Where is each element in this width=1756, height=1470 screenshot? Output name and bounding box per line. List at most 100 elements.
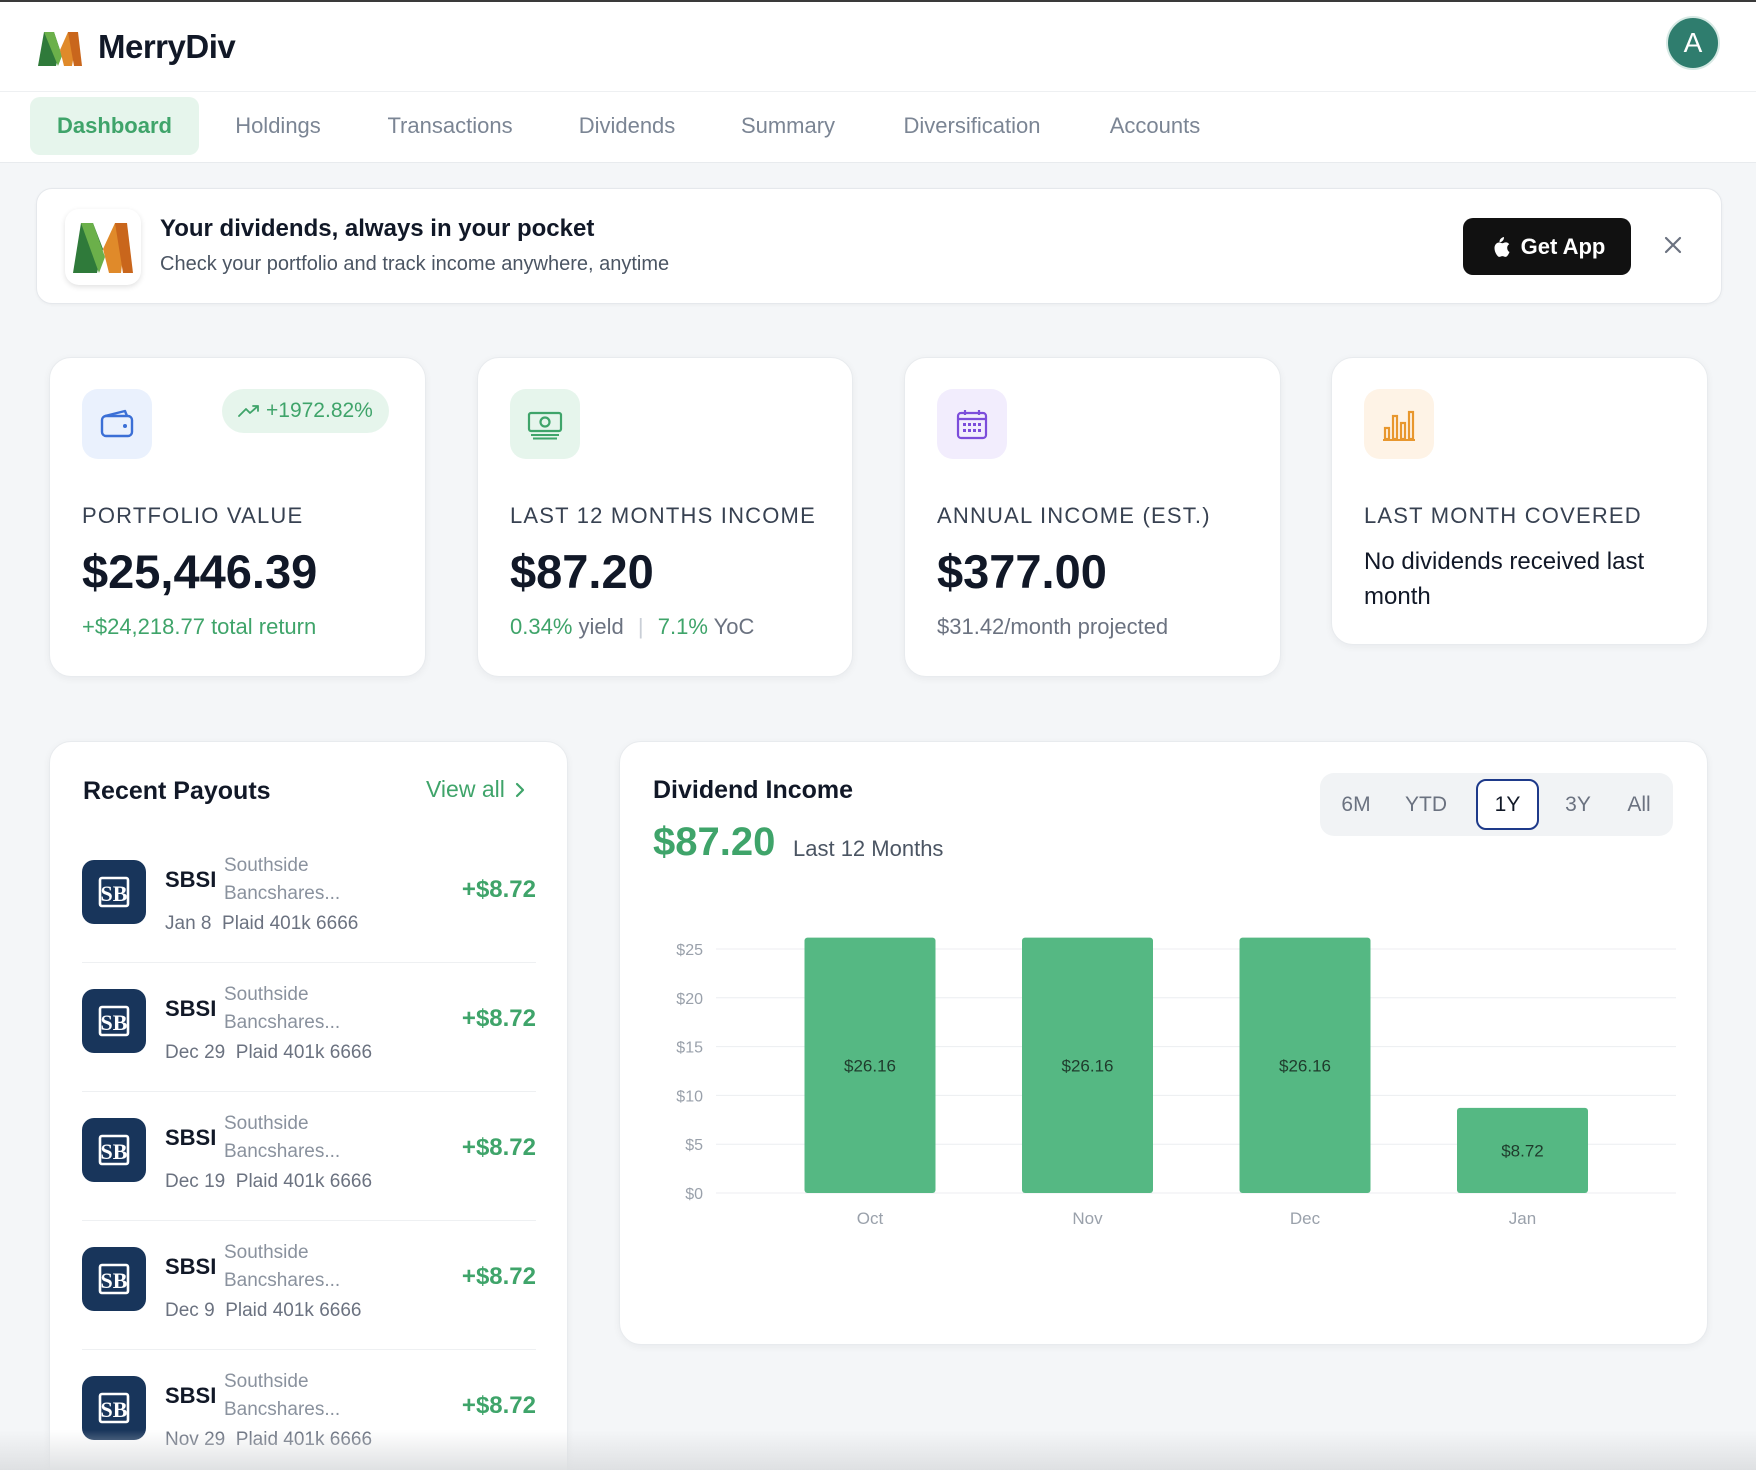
payout-date: Dec 9 [165,1300,215,1321]
view-all-label: View all [426,776,505,802]
return-percent: +1972.82% [266,399,373,422]
payout-date: Dec 29 [165,1042,226,1063]
get-app-label: Get App [1520,233,1606,259]
last-month-covered-card: LAST MONTH COVERED No dividends received… [1331,357,1708,645]
return-badge: +1972.82% [222,389,389,433]
payout-meta: Dec 9 Plaid 401k 6666 [165,1300,361,1322]
bar-value-label: $8.72 [1501,1141,1544,1160]
period-3y-button[interactable]: 3Y [1565,792,1591,816]
tab-holdings[interactable]: Holdings [235,113,321,138]
recent-payouts-card: Recent Payouts View all SB SBSI Southside … [49,741,568,1470]
y-tick-label: $15 [676,1040,703,1057]
period-1y-button[interactable]: 1Y [1476,779,1539,830]
app-name: MerryDiv [98,28,236,65]
bar-dec [1239,937,1371,1193]
x-tick-label: Oct [857,1209,884,1228]
bar-value-label: $26.16 [844,1056,896,1075]
merrydiv-app-icon [65,209,141,285]
sbsi-logo-icon: SB [82,860,146,924]
last-12-months-income-value: $87.20 [510,545,654,598]
annual-income-value: $377.00 [937,545,1107,598]
tab-dividends[interactable]: Dividends [578,113,676,138]
bar-chart-icon [1364,389,1434,459]
tab-dashboard[interactable]: Dashboard [30,97,199,155]
payout-symbol: SBSI [165,996,217,1021]
app-promo-banner: Your dividends, always in your pocket Ch… [36,188,1722,304]
payout-amount: +$8.72 [461,1005,536,1032]
app-header: MerryDiv A [0,2,1756,92]
recent-payouts-title: Recent Payouts [83,777,271,805]
sbsi-logo-icon: SB [82,1118,146,1182]
tab-accounts[interactable]: Accounts [1109,113,1201,138]
close-banner-icon[interactable] [1655,227,1691,263]
payout-meta: Dec 19 Plaid 401k 6666 [165,1171,372,1193]
x-tick-label: Nov [1072,1209,1103,1228]
monthly-projection: $31.42/month projected [937,614,1169,639]
apple-icon [1494,236,1510,257]
payout-meta: Dec 29 Plaid 401k 6666 [165,1042,372,1064]
wallet-icon [82,389,152,459]
sbsi-logo-icon: SB [82,1247,146,1311]
y-tick-label: $20 [676,991,703,1008]
payout-company-name: Southside Bancshares... [224,984,341,1033]
payout-company-name: Southside Bancshares... [224,1242,341,1291]
dividend-income-bar-chart: $0 $5 $10 $15 $20 $25 $26.16 Oct $26.16 Nov $26.16… [676,937,1676,1228]
total-return: +$24,218.77 total return [82,614,317,639]
payout-account: Plaid 401k 6666 [222,913,359,934]
payout-amount: +$8.72 [461,876,536,903]
annual-income-card: ANNUAL INCOME (EST.) $377.00 $31.42/mont… [904,357,1281,677]
main-nav: Dashboard Holdings Transactions Dividend… [0,92,1756,163]
payout-amount: +$8.72 [461,1392,536,1419]
svg-text:SB: SB [101,881,128,906]
portfolio-value: $25,446.39 [82,545,318,598]
dividend-income-card: Dividend Income $87.20 Last 12 Months 6M… [619,741,1708,1345]
chevron-right-icon [515,782,524,797]
payout-row[interactable]: SB SBSI Southside Bancshares... Dec 9 Plaid… [82,1221,536,1350]
last-month-covered-text: No dividends received last month [1364,548,1645,610]
payout-symbol: SBSI [165,1383,217,1408]
dividend-income-period: Last 12 Months [793,836,944,861]
yoc-word: YoC [713,614,755,639]
window-top-border [0,0,1756,2]
get-app-button[interactable]: Get App [1463,218,1631,275]
user-avatar[interactable]: A [1666,16,1720,70]
period-ytd-button[interactable]: YTD [1405,792,1447,816]
trend-up-icon [238,405,259,417]
payout-date: Jan 8 [165,913,212,934]
tab-transactions[interactable]: Transactions [387,113,513,138]
tab-summary[interactable]: Summary [740,113,836,138]
svg-text:SB: SB [101,1139,128,1164]
payout-row[interactable]: SB SBSI Southside Bancshares... Jan 8 Plaid… [82,834,536,963]
bar-value-label: $26.16 [1062,1056,1114,1075]
payout-symbol: SBSI [165,1254,217,1279]
payout-row[interactable]: SB SBSI Southside Bancshares... Dec 19 Plai… [82,1092,536,1221]
payout-account: Plaid 401k 6666 [225,1300,362,1321]
payout-meta: Jan 8 Plaid 401k 6666 [165,913,358,935]
period-6m-button[interactable]: 6M [1341,792,1371,816]
last-month-covered-label: LAST MONTH COVERED [1364,503,1642,528]
calendar-icon [937,389,1007,459]
svg-text:SB: SB [101,1268,128,1293]
payout-amount: +$8.72 [461,1263,536,1290]
separator: | [637,614,644,639]
tab-diversification[interactable]: Diversification [903,113,1041,138]
sbsi-logo-icon: SB [82,989,146,1053]
banner-subtitle: Check your portfolio and track income an… [160,253,670,275]
last-12-months-income-label: LAST 12 MONTHS INCOME [510,503,816,528]
payout-row[interactable]: SB SBSI Southside Bancshares... Dec 29 Plai… [82,963,536,1092]
svg-text:SB: SB [101,1397,128,1422]
svg-text:SB: SB [101,1010,128,1035]
portfolio-value-label: PORTFOLIO VALUE [82,503,304,528]
portfolio-value-card: +1972.82% PORTFOLIO VALUE $25,446.39 +$2… [49,357,426,677]
yield-line: 0.34% yield | 7.1% YoC [510,614,754,640]
x-tick-label: Dec [1290,1209,1321,1228]
payout-company-name: Southside Bancshares... [224,1113,341,1162]
merrydiv-logo-icon[interactable] [36,26,84,70]
yoc-percent: 7.1% [657,614,708,639]
annual-income-label: ANNUAL INCOME (EST.) [937,503,1211,528]
yield-percent: 0.34% [510,614,573,639]
view-all-link[interactable]: View all [426,776,525,803]
bar-nov [1022,937,1153,1193]
period-all-button[interactable]: All [1627,792,1651,816]
payout-date: Dec 19 [165,1171,226,1192]
